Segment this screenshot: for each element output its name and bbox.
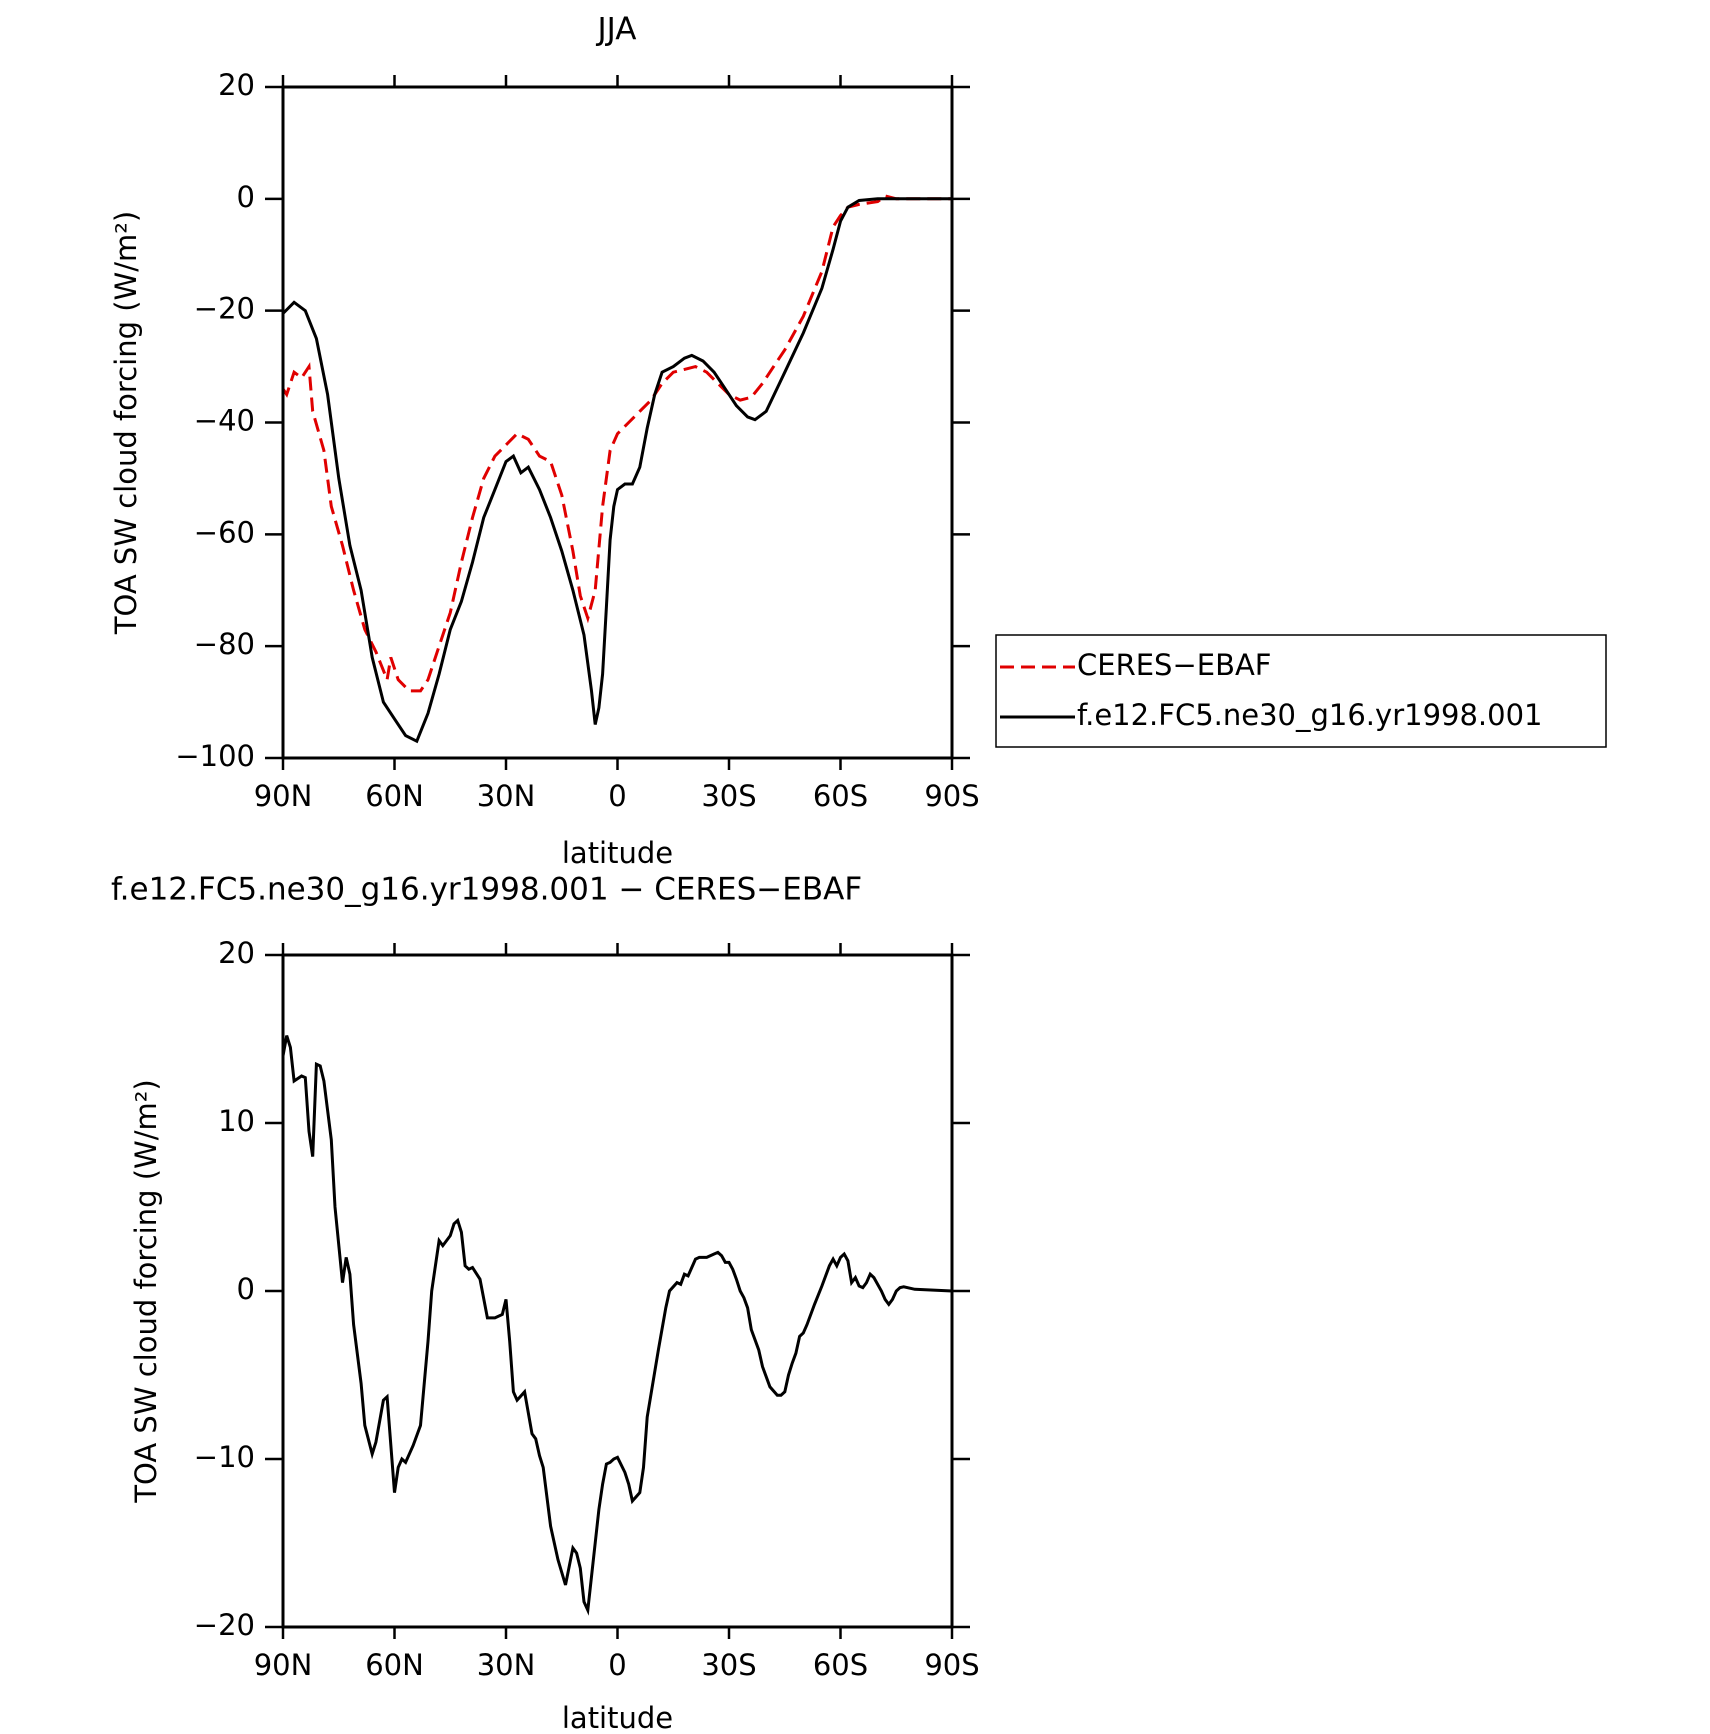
x-tick-label: 60N: [365, 1648, 424, 1682]
y-tick-label: −100: [175, 739, 255, 773]
y-tick-label: −10: [194, 1440, 255, 1474]
legend-label: CERES−EBAF: [1077, 648, 1272, 682]
x-tick-label: 60S: [813, 779, 868, 813]
data-line: [281, 197, 952, 744]
y-axis-label: TOA SW cloud forcing (W/m²): [109, 211, 143, 635]
x-tick-label: 30S: [701, 1648, 756, 1682]
y-tick-label: −20: [194, 292, 255, 326]
y-tick-label: −60: [194, 515, 255, 549]
x-tick-label: 30N: [477, 779, 536, 813]
x-tick-label: 0: [608, 1648, 626, 1682]
y-tick-label: 20: [218, 936, 255, 970]
y-axis-label: TOA SW cloud forcing (W/m²): [129, 1079, 163, 1503]
x-tick-label: 0: [608, 779, 626, 813]
x-tick-label: 90N: [254, 1648, 313, 1682]
plot-frame: [281, 953, 954, 1629]
x-tick-label: 30S: [701, 779, 756, 813]
x-axis-label: latitude: [562, 836, 673, 870]
y-tick-label: −40: [194, 404, 255, 438]
x-tick-label: 90N: [254, 779, 313, 813]
x-tick-label: 90S: [924, 1648, 979, 1682]
chart-title: f.e12.FC5.ne30_g16.yr1998.001 − CERES−EB…: [111, 872, 862, 908]
y-tick-label: 0: [237, 1272, 255, 1306]
data-line: [281, 194, 952, 693]
chart-title: JJA: [596, 12, 637, 48]
y-tick-label: 10: [218, 1104, 255, 1138]
x-tick-label: 90S: [924, 779, 979, 813]
x-tick-label: 60N: [365, 779, 424, 813]
legend-label: f.e12.FC5.ne30_g16.yr1998.001: [1077, 698, 1543, 732]
legend-box: [995, 634, 1607, 748]
x-tick-label: 60S: [813, 1648, 868, 1682]
x-axis-label: latitude: [562, 1701, 673, 1734]
y-tick-label: −20: [194, 1608, 255, 1642]
y-tick-label: 0: [237, 180, 255, 214]
y-tick-label: −80: [194, 627, 255, 661]
plot-frame: [281, 85, 954, 760]
data-line: [281, 1035, 953, 1616]
x-tick-label: 30N: [477, 1648, 536, 1682]
y-tick-label: 20: [218, 68, 255, 102]
